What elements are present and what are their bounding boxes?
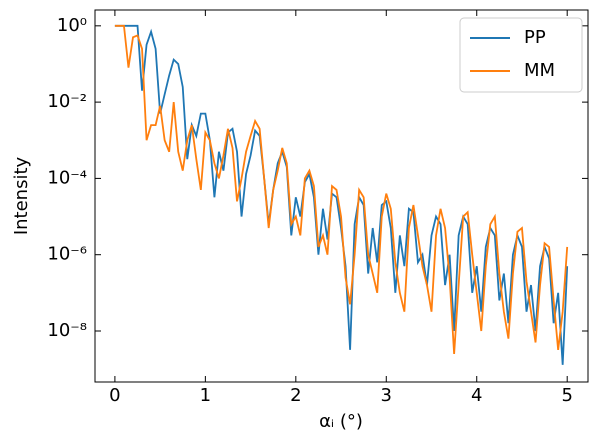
- y-tick-label: 10⁻⁶: [47, 244, 87, 265]
- x-tick-label: 0: [109, 385, 120, 406]
- x-axis-label: αᵢ (°): [319, 411, 363, 432]
- plot-frame: [94, 9, 589, 383]
- data-line: [114, 24, 569, 355]
- y-tick-label: 10⁻⁴: [47, 167, 87, 188]
- x-tick-label: 1: [200, 385, 211, 406]
- y-axis-label: Intensity: [11, 156, 32, 235]
- x-tick-label: 5: [561, 385, 572, 406]
- legend-box: [459, 17, 583, 93]
- x-tick-label: 3: [381, 385, 392, 406]
- y-tick-label: 10⁰: [57, 15, 87, 36]
- y-tick-label: 10⁻⁸: [47, 320, 87, 341]
- y-tick-label: 10⁻²: [47, 91, 87, 112]
- x-tick-label: 4: [471, 385, 482, 406]
- x-tick-label: 2: [290, 385, 301, 406]
- legend-label: MM: [524, 60, 555, 81]
- legend-label: PP: [524, 27, 546, 48]
